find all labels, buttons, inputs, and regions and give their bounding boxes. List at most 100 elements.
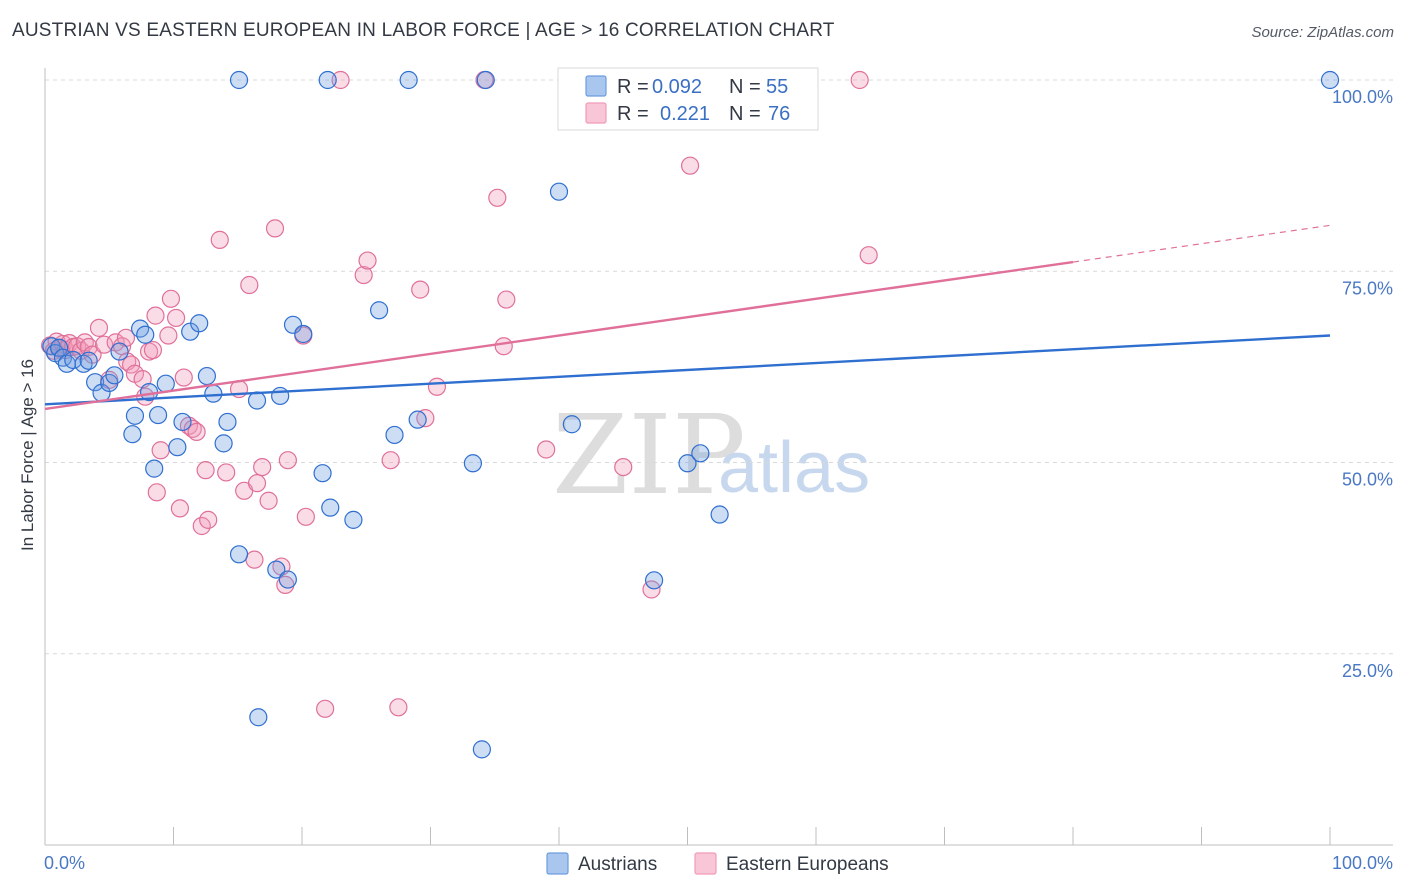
series-austrians <box>42 70 1340 759</box>
axes <box>44 68 1393 846</box>
eastern-point-40 <box>210 230 229 249</box>
austrians-point-34 <box>271 386 290 406</box>
austrians-point-43 <box>385 425 404 445</box>
trend-austrians <box>44 334 1331 406</box>
watermark-zip: ZIP <box>552 391 746 519</box>
austrians-point-50 <box>562 415 581 434</box>
eastern-point-60 <box>389 698 408 717</box>
legend-r-label-eastern: R = <box>617 103 649 125</box>
austrians-point-31 <box>247 391 267 410</box>
eastern-point-26 <box>146 306 165 325</box>
y-tick-label-25: 25.0% <box>1342 661 1393 681</box>
austrians-point-18 <box>145 459 164 478</box>
legend-r-austrians: 0.092 <box>652 76 702 98</box>
austrians-point-45 <box>408 410 427 429</box>
eastern-point-48 <box>259 491 278 510</box>
austrians-point-24 <box>190 314 209 333</box>
legend-swatch-eastern <box>585 102 607 124</box>
legend-n-label-austrians: N = <box>729 76 761 98</box>
eastern-point-20 <box>121 355 141 374</box>
austrians-point-27 <box>214 434 233 453</box>
y-axis-label: In Labor Force | Age > 16 <box>18 359 37 551</box>
eastern-point-63 <box>427 377 447 396</box>
legend: R = 0.092 N = 55 R = 0.221 N = 76 <box>557 67 819 131</box>
eastern-point-72 <box>850 70 869 90</box>
eastern-point-14 <box>95 335 114 354</box>
legend-swatch-austrians <box>585 75 607 97</box>
trend-eastern <box>44 260 1074 411</box>
austrians-point-54 <box>710 505 729 524</box>
austrians-point-33 <box>267 560 286 579</box>
eastern-point-13 <box>89 318 109 337</box>
legend-r-eastern: 0.221 <box>660 103 710 125</box>
watermark-atlas: atlas <box>718 428 870 508</box>
trend-lines <box>44 224 1331 411</box>
austrians-point-53 <box>691 444 710 463</box>
series-eastern-europeans <box>41 70 878 718</box>
eastern-point-52 <box>278 451 297 470</box>
y-tick-labels: 25.0% 50.0% 75.0% 100.0% <box>1332 87 1393 681</box>
austrians-point-19 <box>148 405 168 425</box>
eastern-point-66 <box>494 337 513 356</box>
austrians-point-48 <box>476 70 495 90</box>
austrians-point-47 <box>472 740 491 759</box>
legend-n-austrians: 55 <box>766 76 788 98</box>
austrians-point-30 <box>229 70 249 90</box>
eastern-point-30 <box>161 289 181 308</box>
eastern-point-46 <box>247 474 267 493</box>
bottom-legend: Austrians Eastern Europeans <box>546 852 889 875</box>
austrians-point-5 <box>64 350 83 370</box>
austrians-point-2 <box>50 338 69 357</box>
austrians-point-8 <box>86 373 105 392</box>
bottom-legend-swatch-eastern <box>694 852 717 875</box>
austrians-point-51 <box>644 571 664 590</box>
chart-title: AUSTRIAN VS EASTERN EUROPEAN IN LABOR FO… <box>12 20 835 41</box>
austrians-point-36 <box>283 315 303 334</box>
austrians-point-55 <box>1320 70 1340 90</box>
legend-r-label-austrians: R = <box>617 76 649 98</box>
eastern-point-25 <box>143 340 163 360</box>
eastern-point-54 <box>296 507 315 526</box>
gridlines <box>45 79 1393 655</box>
eastern-point-44 <box>240 275 259 295</box>
legend-n-label-eastern: N = <box>729 103 761 125</box>
x-tick-label-min: 0.0% <box>44 853 85 873</box>
austrians-point-32 <box>249 708 268 727</box>
eastern-point-67 <box>497 290 516 309</box>
austrians-point-7 <box>79 351 98 370</box>
eastern-point-47 <box>253 457 272 477</box>
eastern-point-73 <box>859 246 878 265</box>
eastern-point-27 <box>147 483 166 502</box>
eastern-point-57 <box>354 265 373 285</box>
eastern-point-61 <box>411 280 430 299</box>
austrians-point-6 <box>74 354 93 373</box>
eastern-point-45 <box>245 550 264 569</box>
austrians-point-39 <box>318 70 337 90</box>
austrians-point-14 <box>125 406 145 425</box>
bottom-legend-austrians: Austrians <box>578 854 657 875</box>
austrians-point-49 <box>549 182 569 201</box>
eastern-point-55 <box>316 699 335 718</box>
x-tick-label-max: 100.0% <box>1332 853 1393 873</box>
austrians-point-35 <box>278 570 297 589</box>
austrians-point-29 <box>229 545 249 564</box>
austrians-point-26 <box>204 384 223 403</box>
austrians-point-46 <box>463 454 483 473</box>
eastern-point-41 <box>217 463 236 482</box>
y-tick-label-50: 50.0% <box>1342 470 1393 490</box>
austrians-point-40 <box>321 498 340 517</box>
austrians-point-21 <box>168 438 187 457</box>
eastern-point-56 <box>331 70 350 90</box>
eastern-point-71 <box>680 156 700 175</box>
austrians-point-16 <box>136 325 155 344</box>
source-label: Source: ZipAtlas.com <box>1251 24 1394 41</box>
y-tick-label-75: 75.0% <box>1342 278 1393 298</box>
x-ticks <box>44 827 1331 845</box>
eastern-point-29 <box>159 326 178 345</box>
eastern-point-65 <box>488 188 507 207</box>
austrians-point-12 <box>110 342 129 361</box>
eastern-point-32 <box>170 499 190 518</box>
austrians-point-42 <box>370 301 389 320</box>
austrians-point-13 <box>123 425 142 444</box>
eastern-point-33 <box>174 368 193 387</box>
